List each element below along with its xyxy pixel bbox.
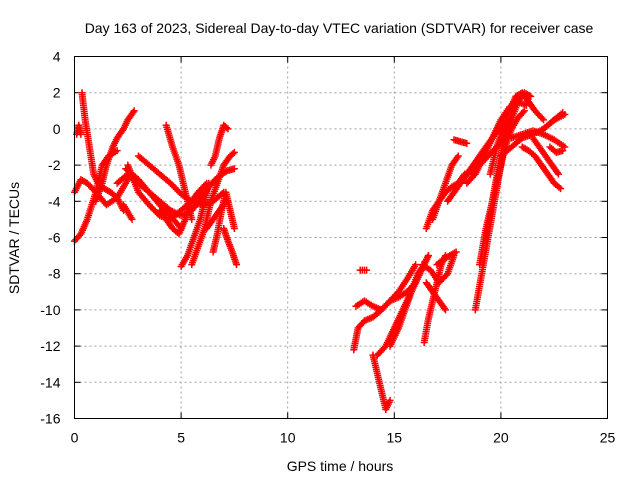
data-point (440, 304, 448, 312)
series-arc6 (120, 201, 136, 223)
x-tick-label: 20 (493, 430, 509, 446)
data-point (230, 148, 238, 156)
axis-ticks: 0 5 10 15 20 25 -16 -14 -12 -10 -8 -6 -4 -2 0 2 4 (40, 49, 615, 446)
data-point (424, 252, 432, 260)
data-point (77, 130, 85, 138)
y-tick-label: 0 (53, 121, 61, 137)
series-arc28 (422, 279, 449, 314)
series-arc25 (386, 252, 432, 350)
data-point (554, 170, 562, 178)
data-point (520, 107, 528, 115)
series-arc5 (92, 107, 138, 205)
y-tick-label: 4 (53, 49, 61, 65)
data-point (561, 143, 569, 151)
series-arc33 (450, 136, 471, 147)
data-point (453, 154, 461, 162)
series-arc42 (529, 134, 562, 178)
data-point (454, 152, 462, 160)
y-tick-label: -14 (40, 374, 60, 390)
grid-lines (74, 56, 608, 419)
data-point (224, 125, 232, 133)
series-arc4 (78, 89, 128, 214)
series-arc34 (463, 98, 530, 187)
data-point (519, 108, 527, 116)
series-arc44 (546, 143, 567, 156)
x-tick-label: 0 (71, 430, 79, 446)
data-point (540, 116, 548, 124)
data-point (230, 224, 238, 232)
series-arc14 (188, 165, 238, 214)
y-tick-label: -8 (48, 266, 61, 282)
data-point (441, 306, 449, 314)
series-arc31 (433, 248, 460, 269)
y-tick-label: -16 (40, 411, 60, 427)
y-tick-label: -10 (40, 302, 60, 318)
series-arc38 (486, 89, 548, 178)
series-arc18 (220, 224, 241, 269)
x-axis-label: GPS time / hours (287, 458, 394, 474)
data-point (128, 215, 136, 223)
data-point (223, 124, 231, 132)
data-point (129, 108, 137, 116)
data-points (71, 89, 569, 413)
data-point (442, 271, 450, 279)
data-point (229, 150, 237, 158)
x-tick-label: 15 (387, 430, 403, 446)
data-point (452, 248, 460, 256)
series-arc15 (188, 148, 238, 269)
series-arc22 (350, 261, 420, 354)
data-point (412, 261, 420, 269)
data-point (559, 147, 567, 155)
series-arc21 (356, 266, 371, 274)
data-point (538, 114, 546, 122)
y-tick-label: -6 (48, 230, 61, 246)
series-arc43 (540, 109, 567, 133)
series-arc23 (369, 351, 394, 413)
data-point (559, 109, 567, 117)
data-point (130, 107, 138, 115)
data-point (386, 396, 394, 404)
y-tick-label: -12 (40, 338, 60, 354)
y-tick-label: -4 (48, 193, 61, 209)
x-tick-label: 5 (177, 430, 185, 446)
series-arc37 (482, 89, 535, 241)
series-arc30 (429, 152, 462, 223)
chart-title: Day 163 of 2023, Sidereal Day-to-day VTE… (85, 20, 594, 36)
data-point (463, 139, 471, 147)
series-arc40 (508, 127, 569, 151)
series-arc13 (177, 179, 213, 270)
y-tick-label: -2 (48, 157, 61, 173)
x-tick-label: 10 (280, 430, 296, 446)
series-arc17 (209, 188, 238, 256)
data-point (553, 169, 561, 177)
data-point (527, 92, 535, 100)
y-axis-label: SDTVAR / TECUs (6, 182, 22, 294)
y-tick-label: 2 (53, 85, 61, 101)
series-arc27 (420, 252, 449, 346)
x-tick-label: 25 (600, 430, 616, 446)
series-arc41 (518, 143, 565, 193)
data-point (188, 215, 196, 223)
data-point (233, 261, 241, 269)
series-arc19 (207, 121, 232, 169)
data-point (557, 185, 565, 193)
plot-frame (74, 56, 608, 419)
data-point (230, 165, 238, 173)
data-point (363, 266, 371, 274)
